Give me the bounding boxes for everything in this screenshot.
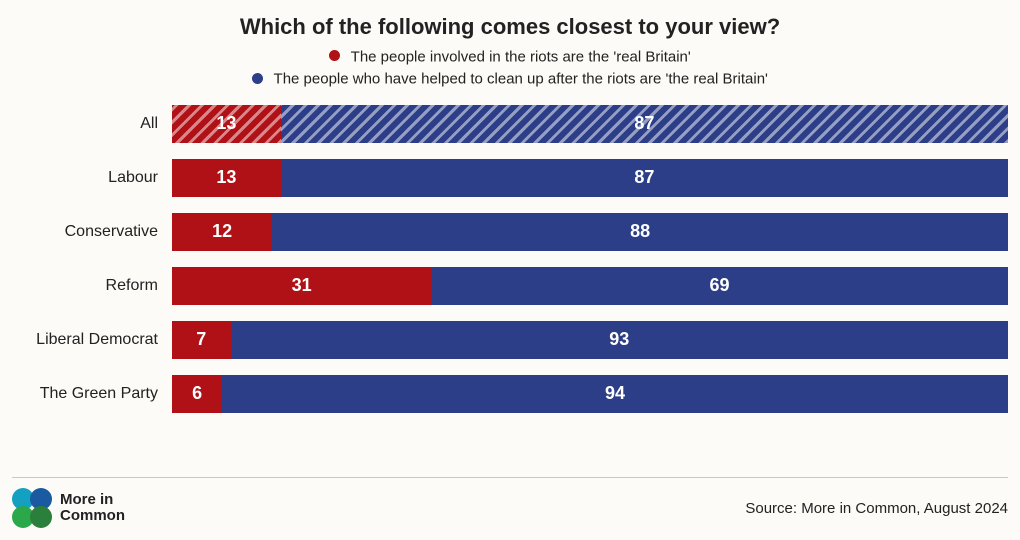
bar-segment-cleanup: 87 [281, 105, 1008, 143]
bar-segment-riots: 12 [172, 213, 272, 251]
bar-segment-riots: 6 [172, 375, 222, 413]
bar-row: Labour 13 87 [12, 159, 1008, 197]
bar-value: 93 [609, 329, 629, 350]
bar-row: Reform 31 69 [12, 267, 1008, 305]
bar-value: 12 [212, 221, 232, 242]
brand-name: More inCommon [60, 492, 125, 525]
row-label: Liberal Democrat [12, 331, 172, 349]
bar-segment-cleanup: 94 [222, 375, 1008, 413]
legend-label-riots: The people involved in the riots are the… [351, 48, 691, 65]
bar-value: 7 [196, 329, 206, 350]
row-label: Conservative [12, 223, 172, 241]
footer: More inCommon Source: More in Common, Au… [12, 477, 1008, 528]
bar-track: 7 93 [172, 321, 1008, 359]
bar-row: The Green Party 6 94 [12, 375, 1008, 413]
legend-swatch-cleanup [252, 73, 263, 84]
bar-track: 6 94 [172, 375, 1008, 413]
legend: The people involved in the riots are the… [12, 46, 1008, 91]
bar-segment-riots: 7 [172, 321, 231, 359]
bar-segment-cleanup: 69 [431, 267, 1008, 305]
brand: More inCommon [12, 488, 125, 528]
bar-segment-riots: 31 [172, 267, 431, 305]
legend-label-cleanup: The people who have helped to clean up a… [274, 71, 768, 88]
bar-track: 13 87 [172, 105, 1008, 143]
legend-swatch-riots [329, 50, 340, 61]
bar-value: 94 [605, 383, 625, 404]
bar-value: 88 [630, 221, 650, 242]
row-label: The Green Party [12, 385, 172, 403]
bar-track: 13 87 [172, 159, 1008, 197]
bar-value: 6 [192, 383, 202, 404]
petal-br [30, 506, 52, 528]
bar-value: 13 [216, 113, 236, 134]
row-label: Reform [12, 277, 172, 295]
row-label: All [12, 115, 172, 133]
bar-chart: All1387Labour1387Conservative1288Reform3… [12, 105, 1008, 413]
bar-row: Liberal Democrat 7 93 [12, 321, 1008, 359]
bar-segment-cleanup: 88 [272, 213, 1008, 251]
bar-segment-riots: 13 [172, 105, 281, 143]
source-text: Source: More in Common, August 2024 [745, 500, 1008, 517]
bar-track: 31 69 [172, 267, 1008, 305]
bar-row: All 13 87 [12, 105, 1008, 143]
bar-segment-riots: 13 [172, 159, 281, 197]
bar-value: 69 [710, 275, 730, 296]
bar-value: 13 [216, 167, 236, 188]
bar-value: 31 [292, 275, 312, 296]
chart-title: Which of the following comes closest to … [12, 14, 1008, 40]
bar-segment-cleanup: 93 [231, 321, 1008, 359]
bar-segment-cleanup: 87 [281, 159, 1008, 197]
bar-track: 12 88 [172, 213, 1008, 251]
row-label: Labour [12, 169, 172, 187]
bar-value: 87 [634, 167, 654, 188]
bar-row: Conservative 12 88 [12, 213, 1008, 251]
brand-logo-icon [12, 488, 52, 528]
bar-value: 87 [634, 113, 654, 134]
